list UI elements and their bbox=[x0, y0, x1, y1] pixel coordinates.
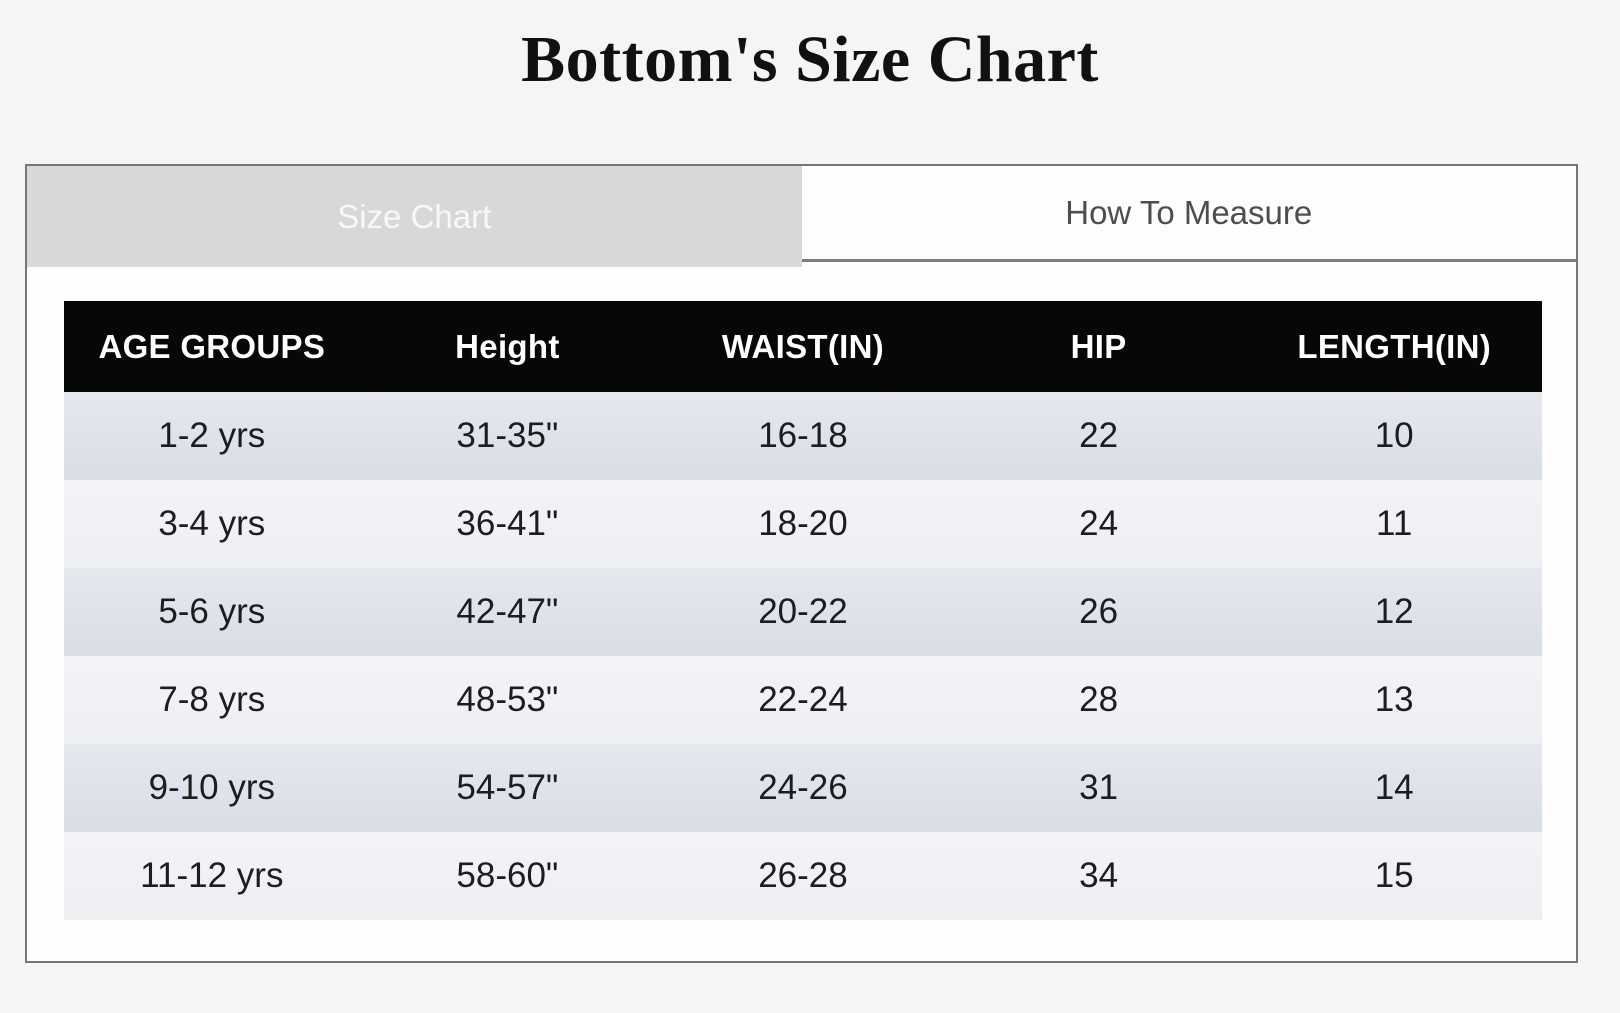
table-row: 7-8 yrs 48-53" 22-24 28 13 bbox=[64, 656, 1542, 744]
cell-height: 31-35" bbox=[456, 416, 559, 455]
cell-age-group: 9-10 yrs bbox=[148, 768, 276, 807]
column-header-height: Height bbox=[455, 327, 560, 365]
column-header-hip: HIP bbox=[1070, 327, 1127, 365]
column-header-waist: WAIST(IN) bbox=[721, 327, 885, 365]
cell-hip: 31 bbox=[1079, 768, 1119, 807]
cell-length: 13 bbox=[1374, 680, 1414, 719]
table-row: 3-4 yrs 36-41" 18-20 24 11 bbox=[64, 480, 1542, 568]
tab-bar: Size Chart How To Measure bbox=[27, 166, 1576, 267]
tab-how-to-measure[interactable]: How To Measure bbox=[801, 166, 1576, 262]
tab-size-chart-label: Size Chart bbox=[337, 197, 492, 235]
cell-age-group: 7-8 yrs bbox=[158, 680, 266, 719]
column-header-age-groups: AGE GROUPS bbox=[98, 327, 326, 365]
table-row: 11-12 yrs 58-60" 26-28 34 15 bbox=[64, 832, 1542, 920]
cell-hip: 26 bbox=[1079, 592, 1119, 631]
cell-height: 48-53" bbox=[456, 680, 559, 719]
cell-waist: 22-24 bbox=[758, 680, 848, 719]
tab-how-to-measure-label: How To Measure bbox=[1065, 193, 1313, 231]
cell-age-group: 5-6 yrs bbox=[158, 592, 266, 631]
table-row: 1-2 yrs 31-35" 16-18 22 10 bbox=[64, 392, 1542, 480]
cell-waist: 16-18 bbox=[758, 416, 848, 455]
cell-length: 14 bbox=[1374, 768, 1414, 807]
cell-height: 42-47" bbox=[456, 592, 559, 631]
cell-hip: 28 bbox=[1079, 680, 1119, 719]
page-title: Bottom's Size Chart bbox=[521, 23, 1099, 96]
cell-waist: 24-26 bbox=[758, 768, 848, 807]
tab-size-chart[interactable]: Size Chart bbox=[27, 166, 802, 267]
cell-age-group: 11-12 yrs bbox=[140, 856, 284, 895]
cell-length: 10 bbox=[1374, 416, 1414, 455]
cell-length: 11 bbox=[1376, 504, 1413, 543]
cell-age-group: 1-2 yrs bbox=[158, 416, 266, 455]
size-chart-panel: Size Chart How To Measure AGE GROUPS Hei… bbox=[25, 164, 1578, 963]
cell-hip: 34 bbox=[1079, 856, 1119, 895]
cell-height: 54-57" bbox=[456, 768, 559, 807]
column-header-length: LENGTH(IN) bbox=[1297, 327, 1492, 365]
cell-hip: 22 bbox=[1079, 416, 1119, 455]
cell-height: 36-41" bbox=[456, 504, 559, 543]
cell-waist: 18-20 bbox=[758, 504, 848, 543]
cell-height: 58-60" bbox=[456, 856, 559, 895]
cell-length: 12 bbox=[1374, 592, 1414, 631]
cell-age-group: 3-4 yrs bbox=[158, 504, 266, 543]
size-table: AGE GROUPS Height WAIST(IN) HIP LENGTH(I… bbox=[64, 301, 1542, 920]
table-row: 5-6 yrs 42-47" 20-22 26 12 bbox=[64, 568, 1542, 656]
cell-waist: 26-28 bbox=[758, 856, 848, 895]
table-header-row: AGE GROUPS Height WAIST(IN) HIP LENGTH(I… bbox=[64, 301, 1542, 392]
cell-length: 15 bbox=[1374, 856, 1414, 895]
cell-hip: 24 bbox=[1079, 504, 1119, 543]
cell-waist: 20-22 bbox=[758, 592, 848, 631]
table-row: 9-10 yrs 54-57" 24-26 31 14 bbox=[64, 744, 1542, 832]
